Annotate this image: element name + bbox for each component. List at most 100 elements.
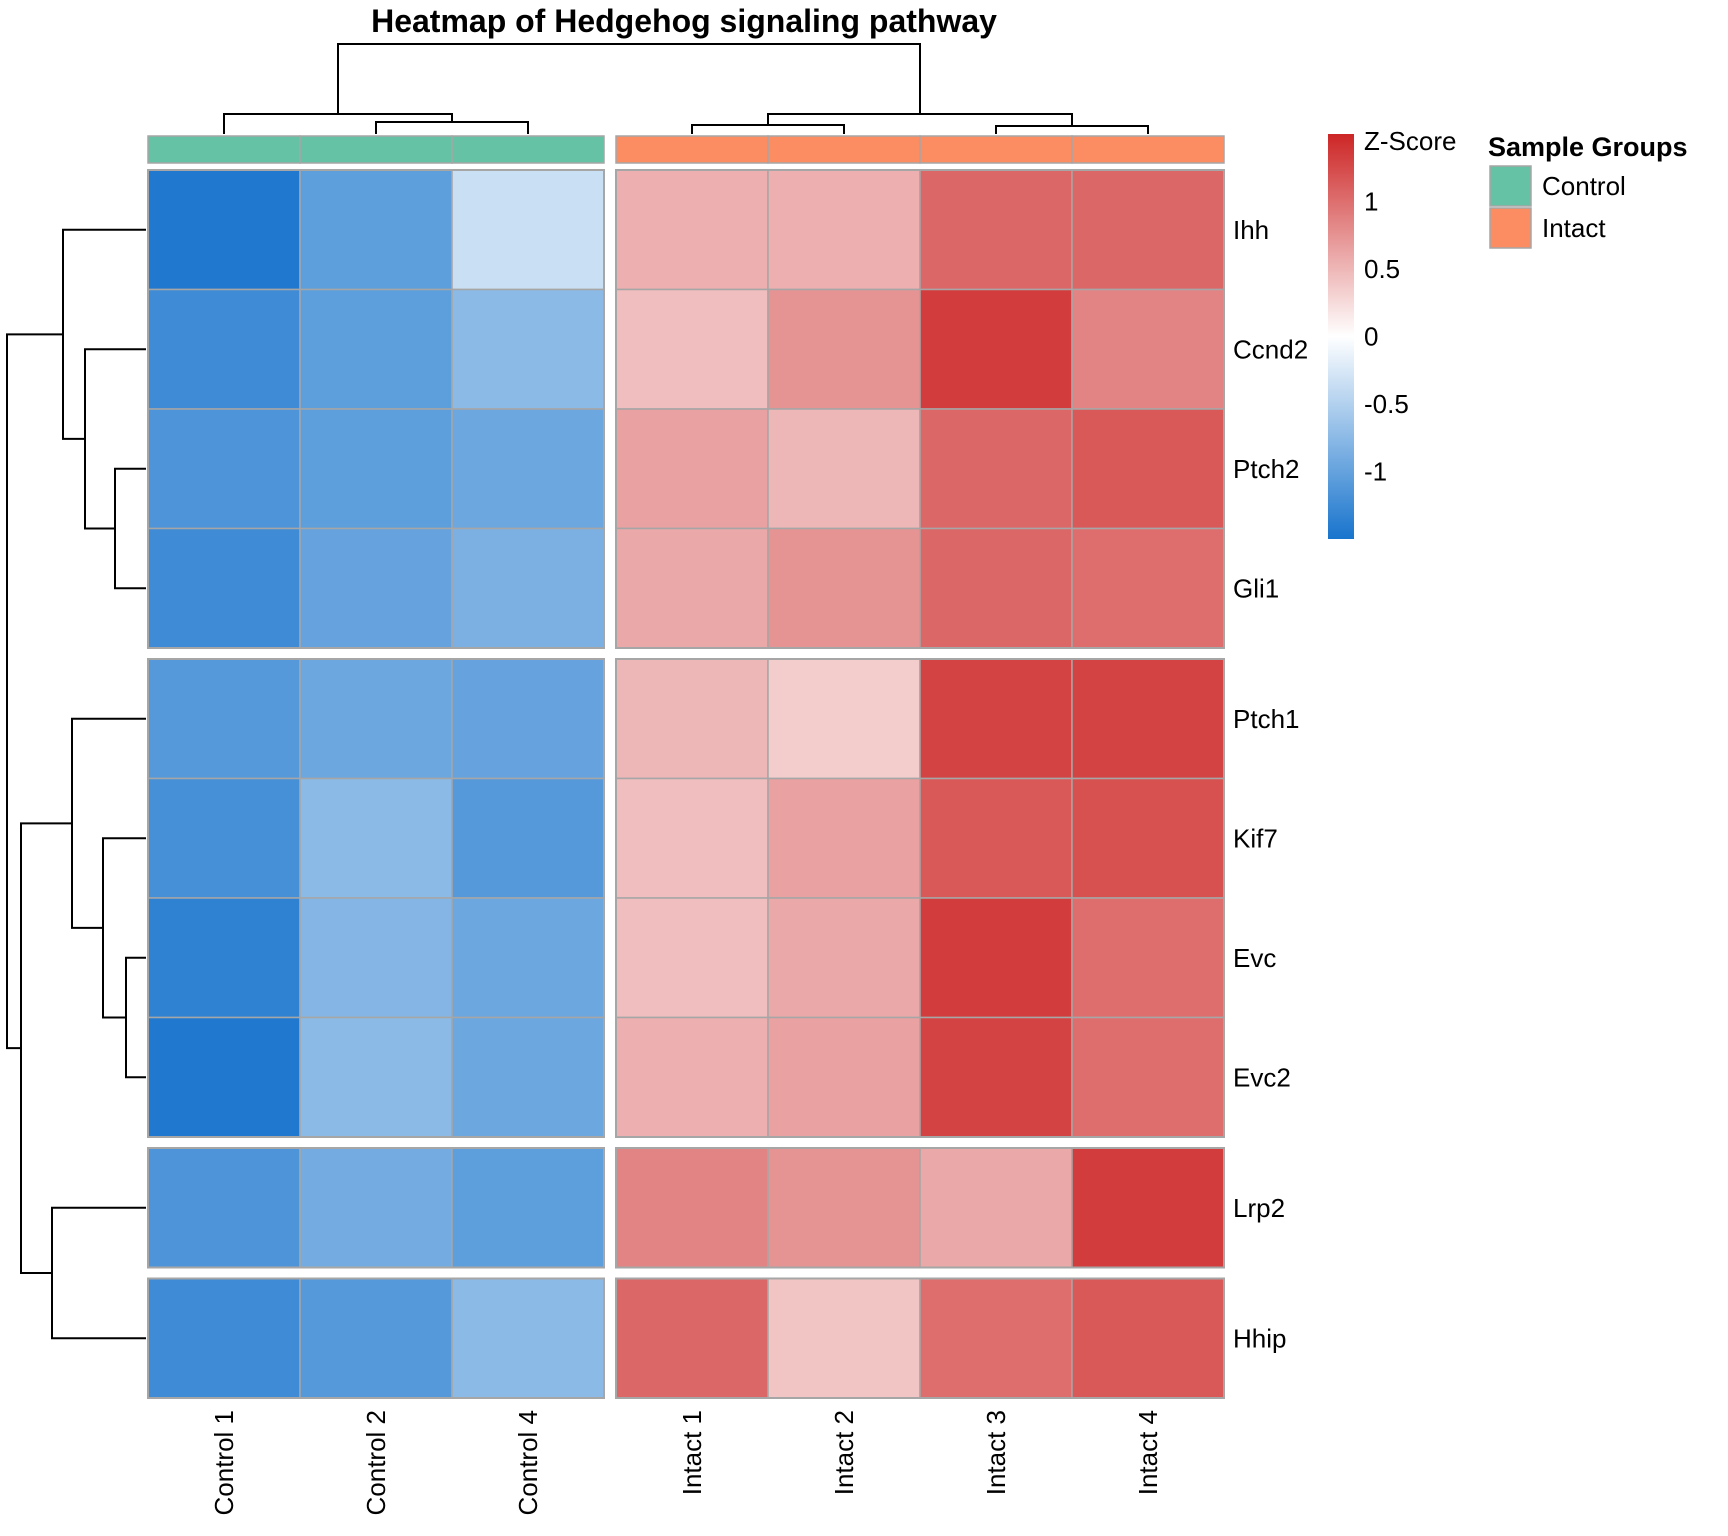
heatmap-cell-ccnd2-intact-4: [1071, 288, 1225, 410]
annotation-cell-intact-3: [919, 135, 1073, 164]
row-label-evc2: Evc2: [1233, 1062, 1291, 1092]
column-dendrogram: [223, 43, 1149, 134]
heatmap-cell-ptch2-intact-4: [1071, 408, 1225, 530]
heatmap-cell-hhip-intact-2: [767, 1277, 921, 1399]
heatmap-cell-ptch1-control-2: [299, 658, 453, 780]
color-scale-title: Z-Score: [1364, 126, 1456, 156]
row-dendrogram-branch-3: [125, 956, 146, 1079]
color-scale-tick-2: 0: [1364, 322, 1378, 352]
sample-groups-legend: Sample Groups Control Intact: [1488, 132, 1688, 249]
color-scale-legend: Z-Score 1 0.5 0 -0.5 -1: [1328, 126, 1456, 539]
heatmap-cell-ptch2-control-2: [299, 408, 453, 530]
row-dendrogram-branch-8: [6, 333, 63, 1050]
row-dendrogram-branch-2: [62, 228, 146, 440]
row-dendrogram-branch-4: [102, 837, 146, 1019]
chart-title: Heatmap of Hedgehog signaling pathway: [371, 3, 997, 39]
heatmap-cell-ptch2-intact-2: [767, 408, 921, 530]
heatmap-cell-ptch1-intact-3: [919, 658, 1073, 780]
row-label-ptch2: Ptch2: [1233, 454, 1300, 484]
heatmap-cell-lrp2-intact-3: [919, 1147, 1073, 1269]
row-label-hhip: Hhip: [1233, 1323, 1286, 1353]
heatmap-cell-kif7-control-1: [147, 777, 301, 899]
heatmap-cell-ihh-intact-1: [615, 169, 769, 291]
column-labels: Control 1 Control 2 Control 4 Intact 1 Intac…: [209, 1410, 1163, 1516]
row-label-ihh: Ihh: [1233, 215, 1269, 245]
annotation-cell-intact-2: [767, 135, 921, 164]
row-label-ptch1: Ptch1: [1233, 704, 1300, 734]
column-dendrogram-branch-1: [223, 113, 453, 134]
heatmap-cell-ccnd2-control-1: [147, 288, 301, 410]
heatmap-cell-ptch2-intact-3: [919, 408, 1073, 530]
heatmap-cell-ptch2-control-4: [451, 408, 605, 530]
heatmap-cell-ihh-intact-2: [767, 169, 921, 291]
color-scale-tick-1: 0.5: [1364, 254, 1400, 284]
heatmap-block-outline-1-1: [615, 658, 1225, 1138]
heatmap-cell-hhip-control-1: [147, 1277, 301, 1399]
heatmap-cell-gli1-intact-1: [615, 527, 769, 649]
heatmap-cell-gli1-control-2: [299, 527, 453, 649]
column-dendrogram-branch-2: [691, 124, 845, 134]
row-dendrogram-branch-6: [51, 1206, 146, 1340]
heatmap-cell-ptch1-intact-4: [1071, 658, 1225, 780]
annotation-cell-control-4: [451, 135, 605, 164]
legend-label-control: Control: [1542, 171, 1626, 201]
heatmap-cell-evc-control-2: [299, 897, 453, 1019]
heatmap-cell-ccnd2-intact-1: [615, 288, 769, 410]
row-dendrogram: [6, 228, 146, 1340]
heatmap-cell-kif7-intact-1: [615, 777, 769, 899]
heatmap-cell-lrp2-intact-2: [767, 1147, 921, 1269]
heatmap-cell-hhip-control-4: [451, 1277, 605, 1399]
heatmap-cell-hhip-intact-1: [615, 1277, 769, 1399]
heatmap-cell-ptch1-control-4: [451, 658, 605, 780]
heatmap-cell-kif7-control-4: [451, 777, 605, 899]
heatmap-cell-evc-intact-4: [1071, 897, 1225, 1019]
heatmap-cell-hhip-control-2: [299, 1277, 453, 1399]
heatmap-cell-ihh-control-2: [299, 169, 453, 291]
column-label-control-1: Control 1: [209, 1410, 239, 1516]
heatmap-block-outline-2-1: [615, 1147, 1225, 1269]
heatmap-cell-gli1-intact-2: [767, 527, 921, 649]
heatmap-cell-lrp2-control-4: [451, 1147, 605, 1269]
heatmap-cell-ihh-control-4: [451, 169, 605, 291]
row-label-evc: Evc: [1233, 943, 1276, 973]
heatmap-cell-kif7-intact-4: [1071, 777, 1225, 899]
legend-swatch-intact: [1489, 207, 1532, 249]
column-dendrogram-branch-5: [337, 43, 921, 114]
annotation-cell-control-2: [299, 135, 453, 164]
heatmap-cell-lrp2-control-1: [147, 1147, 301, 1269]
heatmap-cell-ccnd2-intact-3: [919, 288, 1073, 410]
heatmap-cell-hhip-intact-4: [1071, 1277, 1225, 1399]
heatmap-block-outline-3-0: [147, 1277, 605, 1399]
color-scale-bar: [1328, 134, 1354, 539]
heatmap-block-outline-3-1: [615, 1277, 1225, 1399]
heatmap-cell-evc-control-1: [147, 897, 301, 1019]
heatmap-cell-evc-intact-1: [615, 897, 769, 1019]
heatmap-cell-evc-control-4: [451, 897, 605, 1019]
heatmap-cell-evc2-control-4: [451, 1016, 605, 1138]
row-label-kif7: Kif7: [1233, 823, 1278, 853]
heatmap-cells: [147, 169, 1225, 1399]
row-label-lrp2: Lrp2: [1233, 1193, 1285, 1223]
heatmap-block-outline-0-1: [615, 169, 1225, 649]
heatmap-cell-gli1-control-4: [451, 527, 605, 649]
heatmap-cell-ccnd2-control-2: [299, 288, 453, 410]
heatmap-cell-gli1-control-1: [147, 527, 301, 649]
heatmap-cell-lrp2-intact-4: [1071, 1147, 1225, 1269]
heatmap-cell-evc-intact-2: [767, 897, 921, 1019]
color-scale-tick-4: -1: [1364, 457, 1387, 487]
row-dendrogram-branch-7: [20, 822, 72, 1274]
heatmap-cell-hhip-intact-3: [919, 1277, 1073, 1399]
heatmap-cell-ihh-control-1: [147, 169, 301, 291]
heatmap-cell-ptch1-intact-1: [615, 658, 769, 780]
row-dendrogram-branch-0: [114, 467, 146, 590]
column-label-intact-2: Intact 2: [829, 1410, 859, 1495]
annotation-cell-intact-4: [1071, 135, 1225, 164]
column-label-control-4: Control 4: [513, 1410, 543, 1516]
heatmap-cell-ptch1-intact-2: [767, 658, 921, 780]
heatmap-cell-kif7-intact-2: [767, 777, 921, 899]
row-labels: Ihh Ccnd2 Ptch2 Gli1 Ptch1 Kif7 Evc Evc2 Lrp2 Hhi…: [1233, 215, 1308, 1354]
annotation-cell-intact-1: [615, 135, 769, 164]
column-label-intact-1: Intact 1: [677, 1410, 707, 1495]
